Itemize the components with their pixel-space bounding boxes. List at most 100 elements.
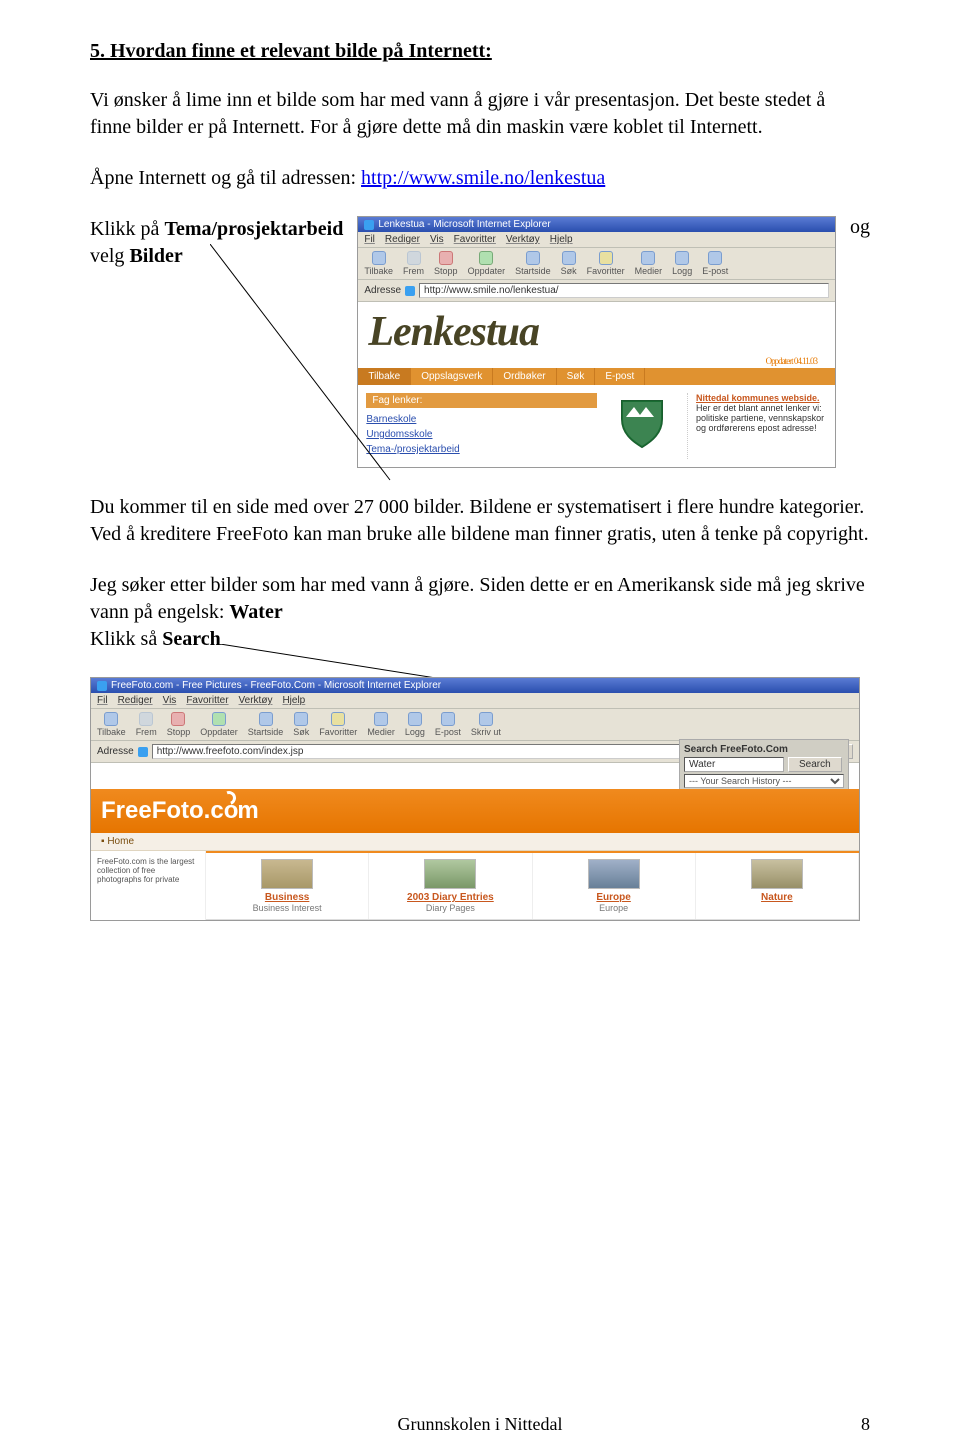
nittedal-shield-icon <box>620 399 664 449</box>
lenkestua-logo-text: Lenkestua <box>368 309 539 355</box>
tb-tilbake-label: Tilbake <box>364 266 393 276</box>
ff-cat-nature[interactable]: Nature <box>696 853 859 919</box>
tb-medier[interactable]: Medier <box>635 251 663 276</box>
tb-epost[interactable]: E-post <box>702 251 728 276</box>
mail-icon <box>441 712 455 726</box>
menu-hjelp[interactable]: Hjelp <box>550 234 573 245</box>
media-icon <box>374 712 388 726</box>
ff-search-label: Search FreeFoto.Com <box>684 744 844 755</box>
lenkestua-logo: Lenkestua Oppdatert 04.11.03 <box>358 302 835 368</box>
menu2-rediger[interactable]: Rediger <box>118 695 153 706</box>
tb2-stopp-label: Stopp <box>167 727 191 737</box>
tb-epost-label: E-post <box>702 266 728 276</box>
home-icon <box>526 251 540 265</box>
tb-oppdater[interactable]: Oppdater <box>468 251 506 276</box>
tb-favoritter[interactable]: Favoritter <box>587 251 625 276</box>
mail-icon <box>708 251 722 265</box>
tb2-stopp[interactable]: Stopp <box>167 712 191 737</box>
link-ungdomsskole[interactable]: Ungdomsskole <box>366 429 597 440</box>
refresh-icon <box>212 712 226 726</box>
ff-cat-title-0: Business <box>210 892 364 903</box>
lenkestua-link[interactable]: http://www.smile.no/lenkestua <box>361 167 605 189</box>
section-heading: 5. Hvordan finne et relevant bilde på In… <box>90 40 870 63</box>
tema-line1-b: Tema/prosjektarbeid <box>164 218 343 240</box>
menu-fil[interactable]: Fil <box>364 234 375 245</box>
after-p2: Jeg søker etter bilder som har med vann … <box>90 572 870 626</box>
tb-oppdater-label: Oppdater <box>468 266 506 276</box>
tb2-medier[interactable]: Medier <box>367 712 395 737</box>
link-tema-prosjekt[interactable]: Tema-/prosjektarbeid <box>366 444 597 455</box>
tb-favoritter-label: Favoritter <box>587 266 625 276</box>
browser1-toolbar: Tilbake Frem Stopp Oppdater Startside Sø… <box>358 248 835 280</box>
tb2-epost[interactable]: E-post <box>435 712 461 737</box>
thumb-icon <box>751 859 803 889</box>
menu2-fil[interactable]: Fil <box>97 695 108 706</box>
ff-cat-business[interactable]: Business Business Interest <box>206 853 369 919</box>
tab-epost[interactable]: E-post <box>595 368 645 385</box>
ff-cat-title-3: Nature <box>700 892 854 903</box>
tb-sok-label: Søk <box>561 266 577 276</box>
search-word: Search <box>162 628 221 650</box>
tema-line2-a: velg <box>90 245 129 267</box>
thumb-icon <box>588 859 640 889</box>
tb2-favoritter-label: Favoritter <box>319 727 357 737</box>
open-prefix: Åpne Internett og gå til adressen: <box>90 167 361 189</box>
tab-sok[interactable]: Søk <box>557 368 596 385</box>
address-input[interactable]: http://www.smile.no/lenkestua/ <box>419 283 829 298</box>
tb-stopp-label: Stopp <box>434 266 458 276</box>
ff-cat-diary[interactable]: 2003 Diary Entries Diary Pages <box>369 853 532 919</box>
search-icon <box>562 251 576 265</box>
favorites-icon <box>599 251 613 265</box>
tb2-startside[interactable]: Startside <box>248 712 284 737</box>
tb-stopp[interactable]: Stopp <box>434 251 458 276</box>
menu2-favoritter[interactable]: Favoritter <box>186 695 228 706</box>
thumb-icon <box>424 859 476 889</box>
stop-icon <box>439 251 453 265</box>
ff-crumb-home[interactable]: Home <box>107 836 134 847</box>
tb-tilbake[interactable]: Tilbake <box>364 251 393 276</box>
search-icon <box>294 712 308 726</box>
menu-rediger[interactable]: Rediger <box>385 234 420 245</box>
forward-icon <box>139 712 153 726</box>
ff-breadcrumb: ▪ Home <box>91 833 859 851</box>
page-icon <box>138 747 148 757</box>
ff-history-select[interactable]: --- Your Search History --- <box>684 774 844 788</box>
tb-startside-label: Startside <box>515 266 551 276</box>
tb2-sok[interactable]: Søk <box>293 712 309 737</box>
tab-oppslagsverk[interactable]: Oppslagsverk <box>411 368 493 385</box>
browser1-title: Lenkestua - Microsoft Internet Explorer <box>378 219 550 230</box>
link-barneskole[interactable]: Barneskole <box>366 414 597 425</box>
menu2-hjelp[interactable]: Hjelp <box>282 695 305 706</box>
tb2-oppdater[interactable]: Oppdater <box>200 712 238 737</box>
menu2-verktoy[interactable]: Verktøy <box>239 695 273 706</box>
tb-frem-label: Frem <box>403 266 424 276</box>
browser2-menubar: Fil Rediger Vis Favoritter Verktøy Hjelp <box>91 693 859 709</box>
tb2-epost-label: E-post <box>435 727 461 737</box>
tb-sok[interactable]: Søk <box>561 251 577 276</box>
tb2-tilbake[interactable]: Tilbake <box>97 712 126 737</box>
tb-logg-label: Logg <box>672 266 692 276</box>
tb2-skrivut[interactable]: Skriv ut <box>471 712 501 737</box>
tb2-frem[interactable]: Frem <box>136 712 157 737</box>
menu-vis[interactable]: Vis <box>430 234 444 245</box>
tb2-logg[interactable]: Logg <box>405 712 425 737</box>
og-text: og <box>850 216 870 239</box>
menu2-vis[interactable]: Vis <box>163 695 177 706</box>
ff-cat-europe[interactable]: Europe Europe <box>533 853 696 919</box>
tab-ordboker[interactable]: Ordbøker <box>493 368 556 385</box>
thumb-icon <box>261 859 313 889</box>
tb-logg[interactable]: Logg <box>672 251 692 276</box>
tb2-favoritter[interactable]: Favoritter <box>319 712 357 737</box>
tab-tilbake[interactable]: Tilbake <box>358 368 411 385</box>
after-p3: Klikk så Search <box>90 626 870 653</box>
tb-startside[interactable]: Startside <box>515 251 551 276</box>
ff-search-button[interactable]: Search <box>788 757 842 772</box>
ff-search-box: Search FreeFoto.Com Water Search --- You… <box>679 739 849 793</box>
menu-favoritter[interactable]: Favoritter <box>454 234 496 245</box>
lenkestua-body: Fag lenker: Barneskole Ungdomsskole Tema… <box>358 385 835 467</box>
ff-search-input[interactable]: Water <box>684 757 784 772</box>
right-title[interactable]: Nittedal kommunes webside. <box>696 393 827 403</box>
menu-verktoy[interactable]: Verktøy <box>506 234 540 245</box>
tb-frem[interactable]: Frem <box>403 251 424 276</box>
stop-icon <box>171 712 185 726</box>
